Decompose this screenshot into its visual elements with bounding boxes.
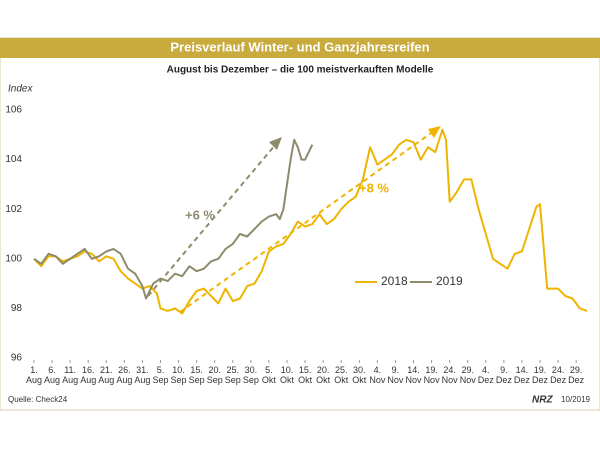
y-tick-label: 106	[5, 105, 22, 116]
x-tick-label: 29. Nov	[459, 365, 476, 385]
x-tick-label: 24. Nov	[441, 365, 458, 385]
x-tick-label: 30. Sep	[242, 365, 259, 385]
x-tick-label: 15. Sep	[188, 365, 205, 385]
x-tick-label: 20. Okt	[316, 365, 331, 385]
legend-label: 2018	[381, 274, 408, 288]
logo: NRZ	[532, 395, 553, 406]
arrow-head	[269, 137, 282, 150]
title-bar	[0, 38, 600, 58]
footer-date: 10/2019	[561, 395, 590, 404]
x-tick-label: 9. Dez	[495, 365, 512, 385]
x-tick-label: 29. Dez	[568, 365, 585, 385]
annotation: +6 %	[185, 207, 215, 222]
y-tick-label: 100	[5, 253, 22, 264]
x-tick-label: 30. Okt	[352, 365, 367, 385]
x-tick-label: 20. Sep	[206, 365, 223, 385]
source: Quelle: Check24	[8, 395, 68, 404]
series-line	[33, 128, 588, 315]
x-tick-label: 10. Okt	[279, 365, 294, 385]
chart-title: Preisverlauf Winter- und Ganzjahresreife…	[170, 39, 429, 54]
x-tick-label: 9. Nov	[387, 365, 404, 385]
y-tick-label: 96	[11, 353, 23, 364]
arrow-head	[428, 126, 441, 138]
x-tick-label: 4. Dez	[477, 365, 494, 385]
trend-arrow	[179, 130, 435, 313]
x-tick-label: 5. Okt	[261, 365, 276, 385]
x-tick-label: 21. Aug	[98, 365, 115, 385]
y-tick-label: 98	[11, 303, 23, 314]
x-tick-label: 19. Dez	[531, 365, 548, 385]
annotation: +8 %	[359, 180, 389, 195]
x-tick-label: 15. Okt	[298, 365, 313, 385]
x-tick-label: 14. Dez	[513, 365, 530, 385]
x-tick-label: 25. Sep	[224, 365, 241, 385]
x-tick-label: 24. Dez	[550, 365, 567, 385]
x-tick-label: 4. Nov	[369, 365, 386, 385]
x-tick-label: 19. Nov	[423, 365, 440, 385]
trend-arrow	[147, 143, 277, 297]
x-tick-label: 31. Aug	[134, 365, 151, 385]
series-line	[33, 138, 314, 300]
legend-label: 2019	[436, 274, 463, 288]
y-tick-label: 102	[5, 204, 22, 215]
x-tick-label: 10. Sep	[170, 365, 187, 385]
chart-subtitle: August bis Dezember – die 100 meistverka…	[167, 65, 434, 76]
x-tick-label: 16. Aug	[80, 365, 97, 385]
x-tick-label: 5. Sep	[152, 365, 169, 385]
y-tick-label: 104	[5, 154, 22, 165]
y-axis-label: Index	[8, 84, 33, 95]
x-tick-label: 1. Aug	[25, 365, 42, 385]
x-tick-label: 25. Okt	[334, 365, 349, 385]
x-tick-label: 14. Nov	[405, 365, 422, 385]
x-tick-label: 6. Aug	[44, 365, 61, 385]
x-tick-label: 26. Aug	[116, 365, 133, 385]
x-tick-label: 11. Aug	[62, 365, 79, 385]
